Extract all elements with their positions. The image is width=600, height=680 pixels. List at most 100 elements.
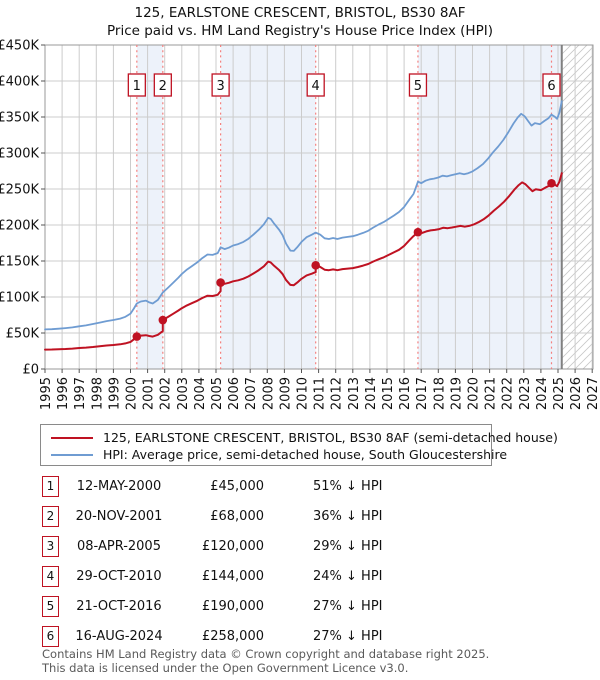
sale-hpi-delta: 51% ↓ HPI [313,478,383,494]
svg-text:2000: 2000 [125,377,140,410]
svg-text:£150K: £150K [0,255,39,270]
hpi-legend-label: HPI: Average price, semi-detached house,… [103,447,508,462]
svg-text:2013: 2013 [347,377,362,410]
svg-text:2012: 2012 [330,377,345,410]
svg-text:£300K: £300K [0,147,39,162]
svg-text:£100K: £100K [0,291,39,306]
svg-text:2011: 2011 [313,377,328,410]
svg-text:2007: 2007 [244,377,259,410]
sale-table-row: 5 21-OCT-2016 £190,000 27% ↓ HPI [42,591,512,621]
sale-number-badge: 4 [42,565,59,587]
svg-text:2024: 2024 [535,377,550,410]
sale-hpi-delta: 27% ↓ HPI [313,598,383,614]
svg-text:2006: 2006 [227,377,242,410]
svg-text:1996: 1996 [56,377,71,410]
svg-text:2010: 2010 [296,377,311,410]
sale-number-badge: 1 [42,475,59,497]
sale-date: 20-NOV-2001 [75,508,163,524]
sale-table-row: 4 29-OCT-2010 £144,000 24% ↓ HPI [42,561,512,591]
svg-text:2019: 2019 [449,377,464,410]
svg-text:2014: 2014 [364,377,379,410]
sale-price: £190,000 [201,598,264,614]
svg-text:2015: 2015 [381,377,396,410]
sale-price: £120,000 [201,538,264,554]
svg-text:1: 1 [133,79,141,94]
svg-text:2026: 2026 [569,377,584,410]
legend-row-hpi: HPI: Average price, semi-detached house,… [51,446,507,463]
sale-hpi-delta: 27% ↓ HPI [313,628,383,644]
price-chart: 1 2 3 4 5 6 £0 £50K £100K £150K £200K £250K £300K £35… [0,39,600,411]
svg-text:2001: 2001 [142,377,157,410]
sale-table-row: 6 16-AUG-2024 £258,000 27% ↓ HPI [42,621,512,651]
legend: 125, EARLSTONE CRESCENT, BRISTOL, BS30 8… [40,424,558,466]
hpi-line-swatch [51,453,93,456]
svg-text:2003: 2003 [176,377,191,410]
sale-number-badge: 5 [42,595,59,617]
svg-text:2008: 2008 [261,377,276,410]
sale-price: £45,000 [210,478,264,494]
svg-text:2: 2 [159,79,167,94]
sale-date: 16-AUG-2024 [75,628,163,644]
svg-text:£50K: £50K [6,327,40,342]
svg-text:2017: 2017 [415,377,430,410]
sale-date: 08-APR-2005 [77,538,161,554]
svg-text:£200K: £200K [0,219,39,234]
sale-price: £144,000 [201,568,264,584]
sale-table-row: 2 20-NOV-2001 £68,000 36% ↓ HPI [42,501,512,531]
axis-labels: £0 £50K £100K £150K £200K £250K £300K £350K £400… [0,39,600,411]
svg-text:£450K: £450K [0,39,39,54]
svg-text:£0: £0 [22,363,39,378]
svg-text:2020: 2020 [467,377,482,410]
sale-number-badges: 1 2 3 4 5 6 [127,73,561,97]
svg-text:2022: 2022 [501,377,516,410]
property-line-swatch [51,436,93,439]
svg-text:2016: 2016 [398,377,413,410]
svg-text:2023: 2023 [518,377,533,410]
svg-text:2021: 2021 [484,377,499,410]
property-legend-label: 125, EARLSTONE CRESCENT, BRISTOL, BS30 8… [103,430,558,445]
svg-text:£400K: £400K [0,75,39,90]
sale-markers [132,178,556,341]
sale-hpi-delta: 29% ↓ HPI [313,538,383,554]
svg-text:£250K: £250K [0,183,39,198]
svg-text:2004: 2004 [193,377,208,410]
sale-table-row: 1 12-MAY-2000 £45,000 51% ↓ HPI [42,471,512,501]
svg-text:2018: 2018 [432,377,447,410]
svg-text:6: 6 [547,79,555,94]
svg-text:3: 3 [216,79,224,94]
property-price-line [44,172,563,351]
sale-dashed-lines [136,45,553,369]
svg-text:1998: 1998 [90,377,105,410]
hpi-line [44,100,563,331]
svg-text:£350K: £350K [0,111,39,126]
svg-text:1999: 1999 [107,377,122,410]
footer: Contains HM Land Registry data © Crown c… [42,647,598,675]
svg-text:2009: 2009 [278,377,293,410]
chart-subtitle: Price paid vs. HM Land Registry's House … [107,23,493,39]
footer-line-2: This data is licensed under the Open Gov… [42,660,409,675]
sale-number-badge: 6 [42,625,59,647]
svg-text:2005: 2005 [210,377,225,410]
sale-hpi-delta: 36% ↓ HPI [313,508,383,524]
sale-hpi-delta: 24% ↓ HPI [313,568,383,584]
sales-table: 1 12-MAY-2000 £45,000 51% ↓ HPI 2 20-NOV-2001… [42,471,512,651]
sale-date: 21-OCT-2016 [76,598,162,614]
sale-date: 12-MAY-2000 [76,478,162,494]
sale-date: 29-OCT-2010 [76,568,162,584]
sale-price: £68,000 [210,508,264,524]
svg-text:2002: 2002 [159,377,174,410]
svg-text:1997: 1997 [73,377,88,410]
svg-text:4: 4 [312,79,320,94]
sale-number-badge: 2 [42,505,59,527]
future-hatch [561,45,593,369]
svg-text:2027: 2027 [586,377,600,410]
sale-number-badge: 3 [42,535,59,557]
svg-text:5: 5 [414,79,422,94]
footer-line-1: Contains HM Land Registry data © Crown c… [42,647,490,661]
legend-row-property: 125, EARLSTONE CRESCENT, BRISTOL, BS30 8… [51,429,558,446]
sale-price: £258,000 [201,628,264,644]
svg-text:1995: 1995 [39,377,54,410]
chart-title: 125, EARLSTONE CRESCENT, BRISTOL, BS30 8… [134,5,466,21]
sale-table-row: 3 08-APR-2005 £120,000 29% ↓ HPI [42,531,512,561]
